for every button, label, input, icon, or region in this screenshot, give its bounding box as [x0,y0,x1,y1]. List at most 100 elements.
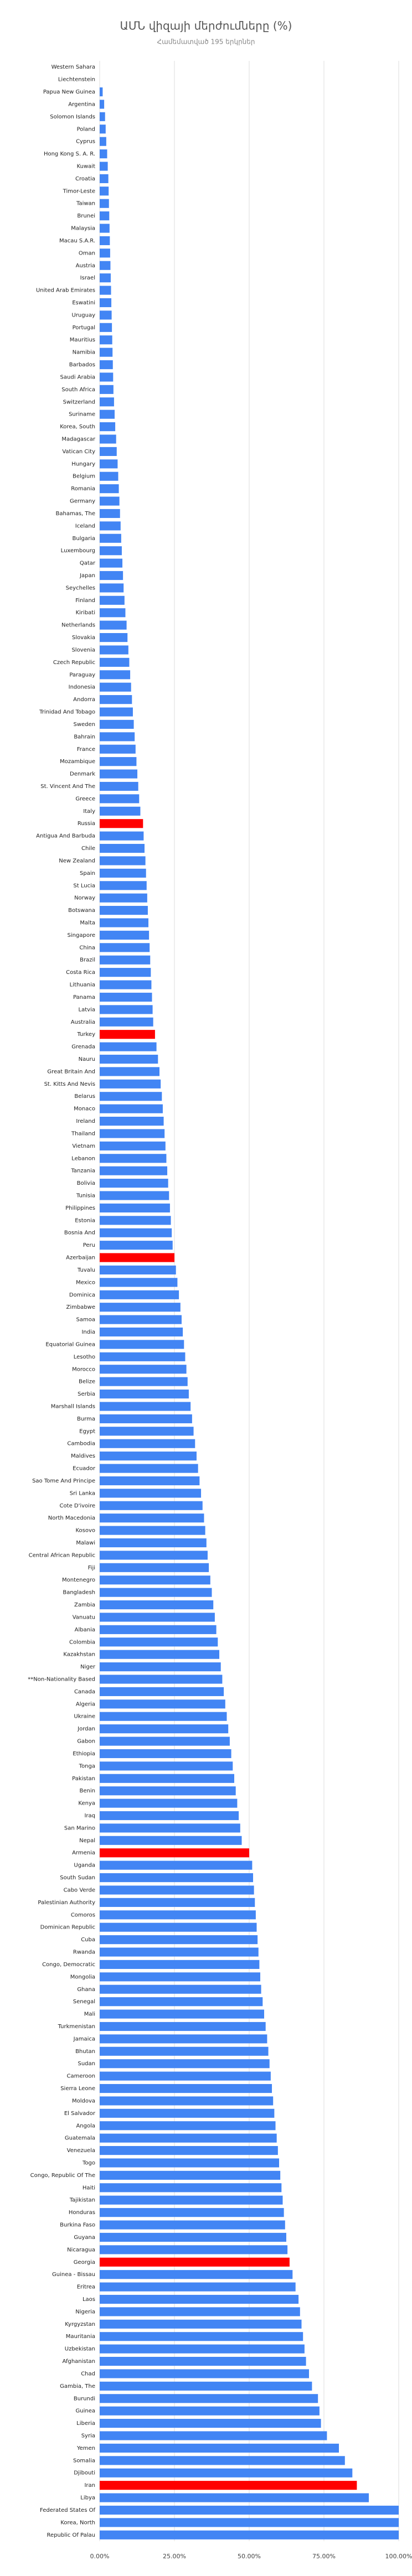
y-tick-label: Botswana [68,908,95,914]
y-tick-label: Marshall Islands [51,1403,95,1409]
chart-title: ԱՄՆ վիզայի մերժումները (%) [120,19,292,33]
y-tick-label: Iceland [75,523,95,529]
y-tick-label: Belize [79,1379,95,1385]
y-tick-label: Macau S.A.R. [59,238,95,244]
y-tick-label: Vatican City [62,449,95,455]
bar [100,298,112,308]
bar [100,2406,320,2416]
bar [100,2319,302,2329]
bar [100,335,112,345]
bar [100,1514,204,1523]
y-tick-label: Suriname [69,412,95,418]
x-tick-label: 25.00% [163,2553,186,2560]
bar [100,1203,170,1212]
y-tick-label: Montenegro [62,1577,95,1583]
bar [100,2195,283,2205]
y-tick-label: Albania [75,1627,95,1633]
bar [100,1067,159,1076]
bar [100,881,147,890]
y-tick-label: Belgium [73,474,95,480]
bar [100,410,115,419]
bar [100,1253,174,1262]
bar [100,918,149,927]
y-tick-label: Trinidad And Tobago [39,709,95,716]
y-tick-label: Malaysia [71,226,95,232]
bar [100,137,106,146]
bar [100,211,110,221]
bar [100,348,113,357]
y-tick-label: Kosovo [75,1528,95,1534]
y-tick-label: Benin [80,1788,95,1794]
bar [100,1042,157,1051]
y-tick-label: Ethiopia [73,1751,95,1757]
y-tick-label: Western Sahara [51,64,95,70]
x-tick-label: 0.00% [90,2553,110,2560]
y-tick-label: Serbia [78,1391,95,1397]
y-tick-label: Guinea - Bissau [52,2272,95,2278]
y-tick-label: Korea, North [60,2520,95,2526]
bar [100,2394,318,2403]
bar [100,236,110,246]
bar [100,1464,198,1473]
bar [100,310,112,320]
y-tick-label: Yemen [76,2445,95,2451]
y-tick-label: Turkey [76,1032,95,1038]
bar [100,1575,210,1585]
y-tick-label: Russia [78,821,95,827]
y-tick-label: Kuwait [77,163,95,169]
bar [100,968,151,977]
y-tick-label: Rwanda [73,1950,95,1956]
bar [100,1079,161,1089]
y-tick-label: Monaco [74,1106,95,1112]
y-tick-label: Ecuador [73,1466,96,1472]
bar [100,1030,155,1039]
y-tick-label: Federated States Of [40,2507,95,2513]
bar [100,224,110,233]
bar [100,1836,242,1845]
bar [100,831,144,841]
bar [100,2046,269,2056]
bar [100,1166,168,1175]
y-tick-label: Portugal [73,325,95,331]
y-tick-label: Solomon Islands [50,114,95,120]
bar [100,794,140,804]
y-tick-label: Qatar [80,561,96,567]
bar [100,2294,299,2304]
bar [100,286,111,295]
y-tick-label: Papua New Guinea [43,89,95,95]
y-tick-label: Italy [83,808,95,815]
bar [100,2170,281,2180]
bar [100,1873,254,1883]
bar [100,1129,165,1138]
y-tick-label: Lesotho [74,1354,95,1360]
bar [100,1327,183,1337]
y-tick-label: Somalia [73,2458,95,2464]
bar [100,1588,212,1597]
y-tick-label: Chad [81,2371,95,2377]
y-tick-label: Vietnam [72,1143,95,1149]
y-tick-label: Mauritius [70,337,95,343]
y-tick-label: Nicaragua [67,2247,95,2253]
bar [100,633,128,642]
bar [100,1501,203,1510]
bar [100,1315,182,1324]
bar [100,397,114,407]
bar [100,1786,236,1796]
y-tick-label: Cyprus [76,139,95,145]
y-tick-label: Angola [76,2123,95,2129]
bar [100,819,143,828]
y-tick-label: Estonia [75,1217,95,1224]
bar [100,645,128,655]
y-tick-label: Burma [77,1416,95,1422]
y-tick-label: Barbados [69,362,95,368]
bar [100,1303,181,1312]
bar [100,757,137,766]
y-tick-label: Brazil [80,957,95,963]
bar [100,2431,327,2440]
y-tick-label: Panama [73,994,95,1001]
y-tick-label: Sierra Leone [60,2086,95,2092]
bar [100,360,113,370]
y-tick-label: Bahamas, The [56,511,96,517]
y-tick-label: Lithuania [70,982,95,988]
bar [100,1922,257,1932]
